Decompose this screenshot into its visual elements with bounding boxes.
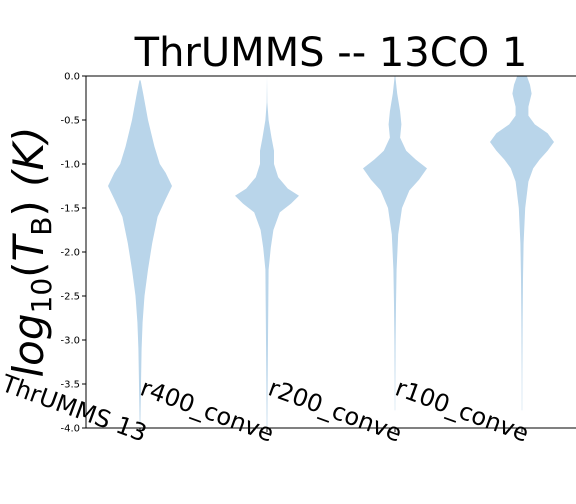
ylabel-close: ) bbox=[4, 200, 53, 216]
ylabel-unit: (K) bbox=[4, 126, 53, 186]
violin-body bbox=[490, 76, 554, 411]
y-axis-label: log10(TB) (K) bbox=[4, 126, 58, 377]
axes-frame bbox=[85, 76, 576, 429]
y-tick-label: -3.5 bbox=[60, 380, 80, 391]
chart-title: ThrUMMS -- 13CO 1 bbox=[134, 30, 528, 76]
ylabel-sub: 10 bbox=[25, 278, 58, 314]
ylabel-varsub: B bbox=[25, 217, 58, 236]
ylabel-open: ( bbox=[4, 261, 53, 277]
y-tick-label: -1.5 bbox=[60, 204, 80, 215]
y-tick-label: 0.0 bbox=[64, 72, 80, 83]
ylabel-var: T bbox=[4, 232, 53, 261]
y-tick-group: 0.0 -0.5 -1.0 -1.5 -2.0 -2.5 -3.0 -3.5 -4.0 bbox=[60, 72, 86, 435]
x-tick-label: r200_conve bbox=[265, 374, 406, 448]
y-tick-label: -3.0 bbox=[60, 336, 80, 347]
ylabel-log: log bbox=[4, 313, 53, 377]
x-tick-label: r100_conve bbox=[392, 374, 533, 448]
violin-group bbox=[108, 76, 554, 427]
ylabel-space bbox=[4, 187, 53, 200]
violin-body bbox=[108, 80, 172, 426]
y-tick-label: -2.5 bbox=[60, 292, 80, 303]
violin-body bbox=[363, 76, 427, 411]
violin-body bbox=[235, 76, 299, 427]
x-tick-label: r400_conve bbox=[137, 374, 278, 448]
y-tick-label: -1.0 bbox=[60, 160, 80, 171]
y-tick-label: -4.0 bbox=[60, 424, 80, 435]
y-tick-label: -2.0 bbox=[60, 248, 80, 259]
y-tick-label: -0.5 bbox=[60, 116, 80, 127]
